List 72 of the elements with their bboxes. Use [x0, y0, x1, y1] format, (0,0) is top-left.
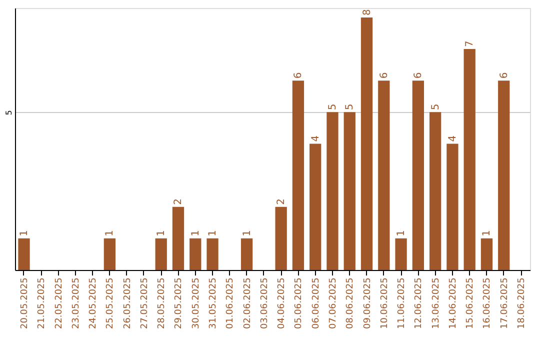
- bar: [190, 238, 202, 270]
- x-tick-label: 02.06.2025: [242, 278, 253, 330]
- bar: [275, 206, 287, 270]
- bar: [310, 144, 322, 270]
- data-label: 1: [190, 230, 202, 236]
- bar: [292, 80, 304, 270]
- data-label: 6: [498, 72, 510, 79]
- data-label: 6: [378, 72, 390, 79]
- bar: [412, 80, 424, 270]
- data-label: 4: [310, 135, 322, 142]
- bar: [104, 238, 116, 270]
- x-tick-label: 16.06.2025: [482, 278, 493, 330]
- x-tick-label: 31.05.2025: [208, 278, 219, 330]
- bar: [498, 80, 510, 270]
- x-tick-label: 23.05.2025: [71, 278, 82, 330]
- x-tick-label: 26.05.2025: [122, 278, 133, 330]
- x-tick-label: 08.06.2025: [346, 278, 356, 330]
- bar: [378, 80, 390, 270]
- x-tick-label: 12.06.2025: [414, 278, 424, 330]
- data-label: 6: [293, 72, 304, 79]
- bar: [240, 238, 253, 270]
- x-tick-label: 13.06.2025: [431, 278, 442, 330]
- data-label: 1: [104, 230, 116, 236]
- x-tick-label: 10.06.2025: [380, 278, 390, 330]
- x-tick-label: 18.06.2025: [517, 278, 528, 330]
- data-label: 4: [447, 135, 458, 142]
- bar: [326, 112, 338, 270]
- x-tick-label: 03.06.2025: [260, 278, 270, 330]
- data-label: 1: [242, 230, 253, 236]
- bar: [395, 238, 407, 270]
- data-label: 5: [327, 104, 338, 110]
- x-tick-label: 30.05.2025: [191, 278, 202, 330]
- bar: [480, 238, 493, 270]
- data-label: 5: [344, 104, 356, 110]
- data-label: 1: [156, 230, 168, 236]
- x-tick-label: 09.06.2025: [362, 278, 373, 330]
- x-tick-label: 11.06.2025: [397, 278, 408, 330]
- data-label: 1: [396, 230, 408, 236]
- x-tick-label: 28.05.2025: [157, 278, 168, 330]
- x-tick-label: 20.05.2025: [20, 278, 30, 330]
- bar: [464, 49, 476, 270]
- x-tick-label: 24.05.2025: [88, 278, 99, 330]
- x-tick-label: 17.06.2025: [500, 278, 510, 330]
- x-tick-label: 07.06.2025: [328, 278, 338, 330]
- x-tick-label: 14.06.2025: [448, 278, 458, 330]
- x-tick-label: 06.06.2025: [311, 278, 322, 330]
- bar: [344, 112, 356, 270]
- bar: [172, 206, 184, 270]
- bar: [446, 144, 458, 270]
- x-tick-label: 01.06.2025: [226, 278, 236, 330]
- x-tick-label: 25.05.2025: [106, 278, 116, 330]
- x-tick-label: 15.06.2025: [466, 278, 476, 330]
- data-label: 8: [362, 9, 373, 16]
- data-label: 2: [276, 198, 288, 205]
- x-tick-label: 22.05.2025: [54, 278, 64, 330]
- x-tick-label: 04.06.2025: [277, 278, 288, 330]
- data-label: 1: [482, 230, 493, 236]
- data-label: 7: [464, 40, 476, 48]
- x-tick-label: 29.05.2025: [174, 278, 184, 330]
- x-tick-label: 27.05.2025: [140, 278, 150, 330]
- data-label: 2: [173, 198, 184, 205]
- data-label: 1: [208, 230, 219, 236]
- bar: [18, 238, 30, 270]
- bar: [155, 238, 167, 270]
- bar: [206, 238, 218, 270]
- x-tick-label: 05.06.2025: [294, 278, 304, 330]
- x-tick-label: 21.05.2025: [37, 278, 48, 330]
- data-label: 1: [19, 230, 30, 236]
- data-label: 6: [413, 72, 424, 79]
- bar: [429, 112, 442, 270]
- data-label: 5: [430, 104, 442, 110]
- bar: [360, 17, 373, 270]
